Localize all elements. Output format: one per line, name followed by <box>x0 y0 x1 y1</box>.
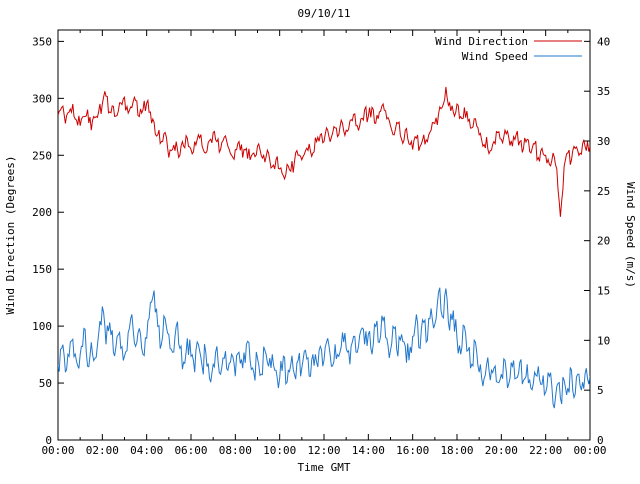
y-right-axis-label: Wind Speed (m/s) <box>624 182 637 288</box>
y-left-axis-label: Wind Direction (Degrees) <box>4 156 17 315</box>
y-left-tick-label: 100 <box>32 320 52 333</box>
x-axis-label: Time GMT <box>298 461 351 474</box>
y-left-tick-label: 150 <box>32 263 52 276</box>
legend-label-wind-speed: Wind Speed <box>462 50 528 63</box>
x-tick-label: 08:00 <box>219 444 252 457</box>
x-tick-label: 10:00 <box>263 444 296 457</box>
x-tick-label: 00:00 <box>573 444 606 457</box>
x-tick-label: 22:00 <box>529 444 562 457</box>
x-tick-label: 00:00 <box>41 444 74 457</box>
chart-title: 09/10/11 <box>298 7 351 20</box>
y-left-tick-label: 200 <box>32 206 52 219</box>
y-left-tick-label: 50 <box>39 377 52 390</box>
x-tick-label: 12:00 <box>307 444 340 457</box>
y-right-tick-label: 15 <box>597 285 610 298</box>
series-line-wind-speed <box>58 287 590 409</box>
x-tick-label: 04:00 <box>130 444 163 457</box>
x-tick-label: 20:00 <box>485 444 518 457</box>
y-right-tick-label: 20 <box>597 235 610 248</box>
y-left-tick-label: 300 <box>32 92 52 105</box>
y-right-tick-label: 40 <box>597 35 610 48</box>
plot-dynamic-layer: 0 50 100 150 200 250 300 350 0 5 10 15 20 25 30 35 40 00:… <box>32 30 610 457</box>
y-left-tick-label: 350 <box>32 35 52 48</box>
y-left-tick-label: 250 <box>32 149 52 162</box>
x-tick-label: 16:00 <box>396 444 429 457</box>
x-tick-label: 18:00 <box>440 444 473 457</box>
y-right-tick-label: 0 <box>597 434 604 447</box>
y-right-tick-label: 5 <box>597 384 604 397</box>
y-right-tick-label: 35 <box>597 85 610 98</box>
legend: Wind Direction Wind Speed <box>435 35 582 63</box>
x-tick-label: 06:00 <box>174 444 207 457</box>
x-tick-label: 14:00 <box>352 444 385 457</box>
y-right-tick-label: 10 <box>597 334 610 347</box>
y-right-tick-label: 25 <box>597 185 610 198</box>
y-left-tick-label: 0 <box>45 434 52 447</box>
x-tick-label: 02:00 <box>86 444 119 457</box>
legend-label-wind-direction: Wind Direction <box>435 35 528 48</box>
y-right-tick-label: 30 <box>597 135 610 148</box>
series-line-wind-direction <box>58 86 590 217</box>
